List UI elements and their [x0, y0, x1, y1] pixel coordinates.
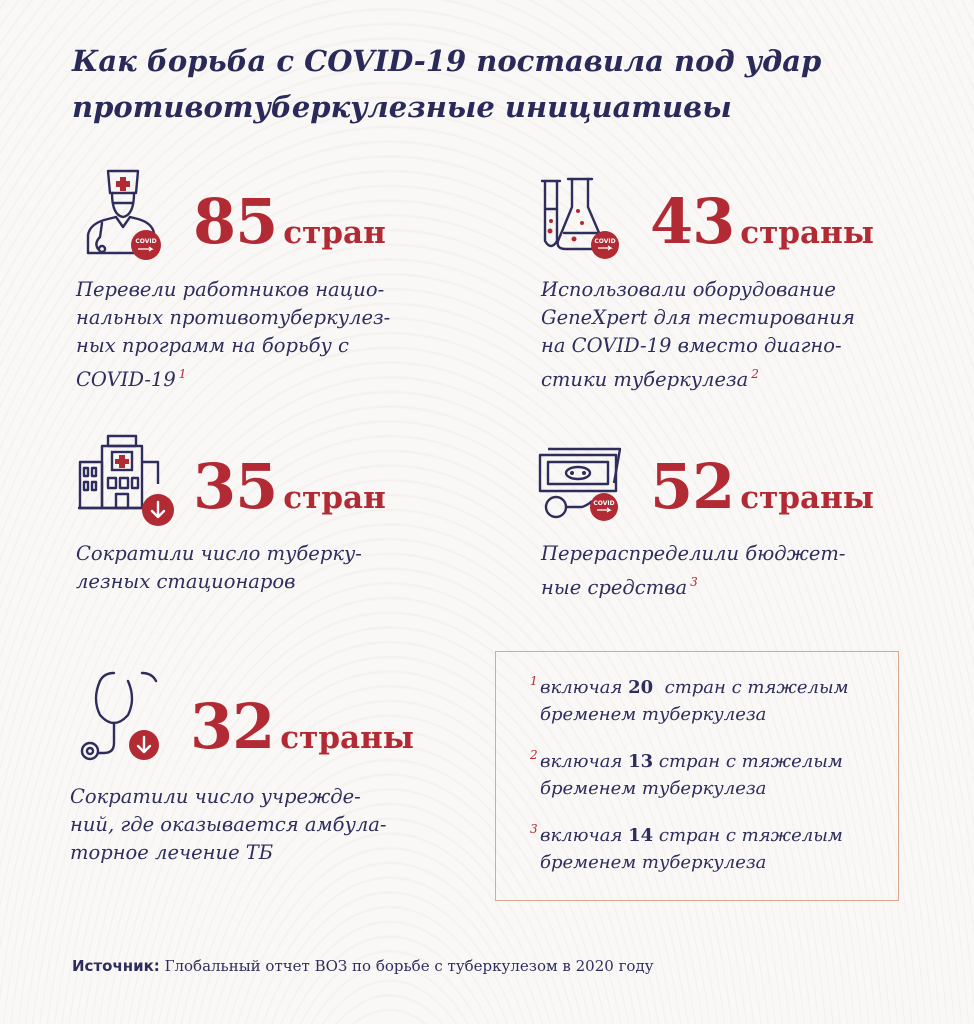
covid-badge: COVID — [593, 500, 614, 507]
note-text: бременем туберкулеза — [540, 704, 767, 725]
note-text: бременем туберкулеза — [540, 852, 767, 873]
stat-number: 43 — [650, 185, 735, 258]
desc-line: ных программ на борьбу с — [76, 334, 349, 357]
stat-description-5: Сократили число учрежде- ний, где оказыв… — [70, 783, 387, 867]
footnote-mark: 2 — [751, 367, 759, 381]
desc-line: Перевели работников нацио- — [76, 278, 385, 301]
note-text: стран с тяжелым — [653, 825, 843, 846]
desc-line: нальных противотуберкулез- — [76, 306, 391, 329]
note-text: включая — [540, 825, 629, 846]
desc-line: GeneXpert для тестирования — [541, 306, 855, 329]
stat-unit: страны — [740, 480, 874, 516]
footnote-1: 1 включая 20 стран с тяжелым бременем ту… — [530, 674, 849, 728]
note-text: включая — [540, 751, 629, 772]
stat-unit: стран — [283, 215, 386, 251]
note-text: стран с тяжелым — [653, 677, 849, 698]
hospital-decrease-icon — [78, 434, 174, 526]
doctor-covid-icon: COVID — [86, 169, 161, 260]
money-covid-icon: COVID — [538, 447, 622, 521]
desc-line: Перераспределили бюджет- — [541, 542, 846, 565]
desc-line: торное лечение ТБ — [70, 841, 274, 864]
stat-description-2: Использовали оборудование GeneXpert для … — [541, 276, 855, 394]
stat-description-3: Сократили число туберку- лезных стациона… — [76, 540, 362, 596]
desc-line: Сократили число туберку- — [76, 542, 362, 565]
footnote-mark: 1 — [530, 674, 538, 688]
footnote-mark: 3 — [530, 822, 538, 836]
stat-number: 35 — [193, 450, 278, 523]
covid-badge: COVID — [135, 238, 156, 245]
note-count: 14 — [628, 825, 654, 846]
footnote-mark: 3 — [690, 575, 698, 589]
stat-value-5: 32 страны — [190, 690, 414, 763]
note-text: включая — [540, 677, 629, 698]
footnotes-box: 1 включая 20 стран с тяжелым бременем ту… — [495, 651, 899, 901]
covid-badge: COVID — [594, 238, 615, 245]
desc-line: на COVID-19 вместо диагно- — [541, 334, 842, 357]
stat-description-1: Перевели работников нацио- нальных проти… — [76, 276, 390, 394]
stat-value-2: 43 страны — [650, 185, 874, 258]
stat-value-3: 35 стран — [193, 450, 386, 523]
footnote-mark: 1 — [178, 367, 187, 381]
desc-line: ные средства — [541, 576, 688, 599]
footnote-2: 2 включая 13 стран с тяжелым бременем ту… — [530, 748, 843, 802]
note-text: стран с тяжелым — [653, 751, 843, 772]
stat-description-4: Перераспределили бюджет- ные средства 3 — [541, 540, 845, 602]
desc-line: Использовали оборудование — [541, 278, 836, 301]
stat-number: 85 — [193, 185, 278, 258]
stat-unit: стран — [283, 480, 386, 516]
note-count: 20 — [628, 677, 654, 698]
note-count: 13 — [628, 751, 654, 772]
note-text: бременем туберкулеза — [540, 778, 767, 799]
stethoscope-decrease-icon — [80, 671, 159, 761]
source-text: Глобальный отчет ВОЗ по борьбе с туберку… — [159, 957, 654, 975]
desc-line: стики туберкулеза — [541, 368, 749, 391]
desc-line: COVID-19 — [76, 368, 176, 391]
stat-number: 52 — [650, 450, 735, 523]
footnote-3: 3 включая 14 стран с тяжелым бременем ту… — [530, 822, 843, 876]
stat-value-1: 85 стран — [193, 185, 386, 258]
stat-number: 32 — [190, 690, 275, 763]
desc-line: лезных стационаров — [76, 570, 296, 593]
lab-flasks-covid-icon: COVID — [540, 177, 619, 259]
desc-line: Сократили число учрежде- — [70, 785, 361, 808]
stat-value-4: 52 страны — [650, 450, 874, 523]
stat-unit: страны — [280, 720, 414, 756]
footnote-mark: 2 — [530, 748, 538, 762]
source-label: Источник: — [72, 957, 160, 975]
page-title: Как борьба с COVID-19 поставила под удар… — [72, 44, 822, 124]
desc-line: ний, где оказывается амбула- — [70, 813, 387, 836]
stat-unit: страны — [740, 215, 874, 251]
source-line: Источник: Глобальный отчет ВОЗ по борьбе… — [72, 957, 654, 975]
